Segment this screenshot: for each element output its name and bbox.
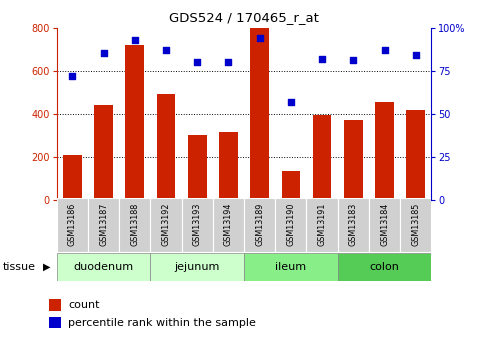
Bar bbox=[150, 198, 181, 252]
Bar bbox=[49, 299, 61, 311]
Bar bbox=[57, 253, 150, 281]
Bar bbox=[344, 120, 363, 200]
Point bbox=[69, 73, 76, 79]
Text: GSM13194: GSM13194 bbox=[224, 203, 233, 246]
Text: jejunum: jejunum bbox=[175, 262, 220, 272]
Bar bbox=[94, 105, 113, 200]
Text: GSM13190: GSM13190 bbox=[286, 203, 295, 246]
Bar bbox=[400, 198, 431, 252]
Text: tissue: tissue bbox=[2, 262, 35, 272]
Bar bbox=[119, 198, 150, 252]
Text: count: count bbox=[68, 300, 100, 310]
Text: percentile rank within the sample: percentile rank within the sample bbox=[68, 318, 256, 327]
Text: GSM13184: GSM13184 bbox=[380, 203, 389, 246]
Bar bbox=[250, 28, 269, 200]
Bar bbox=[150, 253, 244, 281]
Bar bbox=[157, 95, 176, 200]
Text: GSM13192: GSM13192 bbox=[162, 203, 171, 246]
Text: colon: colon bbox=[370, 262, 399, 272]
Bar bbox=[406, 110, 425, 200]
Bar bbox=[369, 198, 400, 252]
Bar bbox=[57, 198, 88, 252]
Text: GSM13187: GSM13187 bbox=[99, 203, 108, 246]
Bar bbox=[188, 136, 207, 200]
Text: GSM13191: GSM13191 bbox=[317, 203, 326, 246]
Text: GSM13189: GSM13189 bbox=[255, 203, 264, 246]
Text: duodenum: duodenum bbox=[73, 262, 134, 272]
Point bbox=[381, 47, 388, 53]
Bar bbox=[88, 198, 119, 252]
Point bbox=[350, 58, 357, 63]
Bar bbox=[375, 102, 394, 200]
Text: GSM13186: GSM13186 bbox=[68, 203, 77, 246]
Text: GSM13185: GSM13185 bbox=[411, 203, 420, 246]
Bar bbox=[282, 171, 300, 200]
Bar bbox=[181, 198, 213, 252]
Text: GSM13183: GSM13183 bbox=[349, 203, 358, 246]
Point bbox=[318, 56, 326, 61]
Bar bbox=[125, 45, 144, 200]
Point bbox=[193, 59, 201, 65]
Bar bbox=[244, 198, 275, 252]
Point bbox=[224, 59, 232, 65]
Point bbox=[100, 51, 107, 56]
Bar bbox=[213, 198, 244, 252]
Bar bbox=[63, 155, 82, 200]
Bar bbox=[49, 317, 61, 328]
Point bbox=[256, 35, 264, 41]
Bar bbox=[244, 253, 338, 281]
Point bbox=[412, 52, 420, 58]
Point bbox=[287, 99, 295, 105]
Bar bbox=[275, 198, 307, 252]
Point bbox=[162, 47, 170, 53]
Title: GDS524 / 170465_r_at: GDS524 / 170465_r_at bbox=[169, 11, 319, 24]
Bar bbox=[338, 198, 369, 252]
Text: ileum: ileum bbox=[275, 262, 307, 272]
Text: GSM13193: GSM13193 bbox=[193, 203, 202, 246]
Text: ▶: ▶ bbox=[43, 262, 51, 272]
Bar bbox=[338, 253, 431, 281]
Bar bbox=[219, 132, 238, 200]
Bar bbox=[313, 115, 331, 200]
Point bbox=[131, 37, 139, 42]
Bar bbox=[307, 198, 338, 252]
Text: GSM13188: GSM13188 bbox=[130, 203, 139, 246]
